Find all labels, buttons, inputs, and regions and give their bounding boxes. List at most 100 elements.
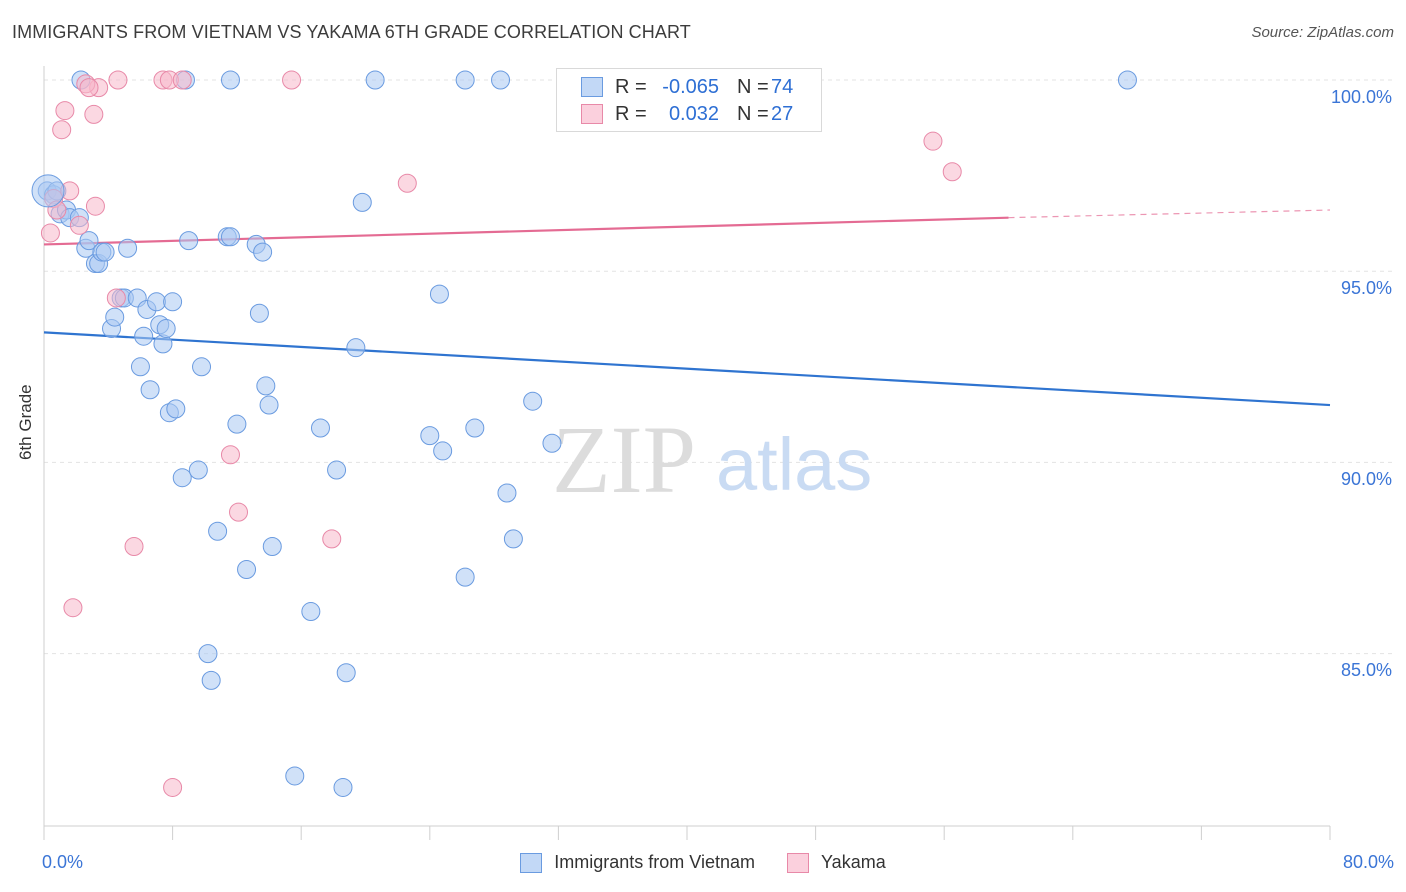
point-yakama	[69, 215, 89, 235]
point-vietnam	[192, 357, 212, 377]
trend-line-yakama-extension	[1008, 209, 1331, 219]
point-vietnam	[227, 414, 247, 434]
watermark: ZIP atlas	[552, 406, 872, 513]
point-vietnam	[249, 303, 269, 323]
point-vietnam	[147, 292, 167, 312]
point-vietnam	[523, 391, 543, 411]
point-vietnam	[179, 231, 199, 251]
point-yakama	[108, 70, 128, 90]
watermark-atlas: atlas	[716, 423, 872, 506]
point-vietnam	[455, 567, 475, 587]
series-legend-yakama: Yakama	[787, 852, 886, 873]
point-vietnam	[1117, 70, 1137, 90]
point-vietnam	[333, 777, 353, 797]
series-label-vietnam: Immigrants from Vietnam	[554, 852, 756, 872]
point-vietnam	[365, 70, 385, 90]
point-yakama	[79, 78, 99, 98]
point-vietnam	[455, 70, 475, 90]
x-tick-label-left: 0.0%	[42, 852, 84, 872]
legend-r-value: 0.032	[668, 102, 719, 125]
point-vietnam	[253, 242, 273, 262]
point-vietnam	[491, 70, 511, 90]
y-tick-label: 90.0%	[1340, 469, 1392, 489]
point-vietnam	[134, 326, 154, 346]
legend-n-value: 74	[771, 75, 794, 98]
point-yakama	[282, 70, 302, 90]
point-yakama	[85, 196, 105, 216]
trend-line-yakama	[43, 216, 1009, 246]
point-yakama	[124, 537, 144, 557]
legend-r-value: -0.065	[662, 75, 719, 98]
point-yakama	[220, 445, 240, 465]
point-vietnam	[140, 380, 160, 400]
point-vietnam	[301, 602, 321, 622]
point-yakama	[40, 223, 60, 243]
point-vietnam	[163, 292, 183, 312]
point-vietnam	[420, 426, 440, 446]
point-vietnam	[327, 460, 347, 480]
point-vietnam	[201, 670, 221, 690]
series-legend-vietnam: Immigrants from Vietnam	[520, 852, 755, 873]
chart-source: Source: ZipAtlas.com	[1251, 24, 1394, 41]
legend-r-label: R =	[615, 102, 647, 125]
point-vietnam	[220, 70, 240, 90]
point-yakama	[55, 101, 75, 121]
point-vietnam	[256, 376, 276, 396]
series-label-yakama: Yakama	[821, 852, 886, 872]
point-vietnam	[166, 399, 186, 419]
chart-title: IMMIGRANTS FROM VIETNAM VS YAKAMA 6TH GR…	[12, 22, 691, 42]
point-yakama	[397, 173, 417, 193]
point-vietnam	[497, 483, 517, 503]
series-legend: Immigrants from Vietnam Yakama	[0, 852, 1406, 873]
correlation-legend: R = -0.065 N = 74 R = 0.032 N = 27	[556, 68, 822, 132]
point-vietnam	[259, 395, 279, 415]
point-vietnam	[188, 460, 208, 480]
point-vietnam	[352, 192, 372, 212]
point-vietnam	[95, 242, 115, 262]
trend-line-vietnam	[43, 331, 1331, 407]
point-yakama	[322, 529, 342, 549]
legend-row-vietnam: R = -0.065 N = 74	[581, 74, 793, 100]
y-tick-label: 85.0%	[1340, 660, 1392, 680]
point-yakama	[63, 598, 83, 618]
legend-n-label: N =	[737, 75, 769, 98]
watermark-zip: ZIP	[552, 406, 696, 513]
point-yakama	[84, 104, 104, 124]
legend-swatch-vietnam	[581, 77, 603, 97]
point-vietnam	[172, 468, 192, 488]
point-vietnam	[156, 319, 176, 339]
legend-row-yakama: R = 0.032 N = 27	[581, 101, 793, 127]
point-vietnam	[542, 433, 562, 453]
point-vietnam	[503, 529, 523, 549]
y-axis-label: 6th Grade	[16, 384, 35, 460]
point-yakama	[106, 288, 126, 308]
point-vietnam	[130, 357, 150, 377]
point-vietnam	[237, 559, 257, 579]
trend-lines	[43, 209, 1331, 407]
point-vietnam	[285, 766, 305, 786]
x-tick-label-right: 80.0%	[1342, 852, 1394, 872]
axes	[43, 66, 1331, 840]
point-vietnam	[198, 644, 218, 664]
point-vietnam	[118, 238, 138, 258]
point-vietnam-cluster	[31, 174, 65, 208]
point-vietnam	[346, 338, 366, 358]
point-vietnam	[429, 284, 449, 304]
point-vietnam	[220, 227, 240, 247]
series-swatch-yakama	[787, 852, 810, 873]
point-yakama	[172, 70, 192, 90]
legend-n-value: 27	[771, 102, 794, 125]
point-yakama	[923, 131, 943, 151]
legend-r-label: R =	[615, 75, 647, 98]
legend-swatch-yakama	[581, 104, 603, 124]
point-yakama	[163, 777, 183, 797]
point-yakama	[52, 120, 72, 140]
point-vietnam	[433, 441, 453, 461]
y-tick-label: 100.0%	[1330, 87, 1392, 107]
series-swatch-vietnam	[520, 852, 543, 873]
point-yakama	[229, 502, 249, 522]
y-tick-label: 95.0%	[1340, 278, 1392, 298]
point-vietnam	[310, 418, 330, 438]
point-yakama	[942, 162, 962, 182]
